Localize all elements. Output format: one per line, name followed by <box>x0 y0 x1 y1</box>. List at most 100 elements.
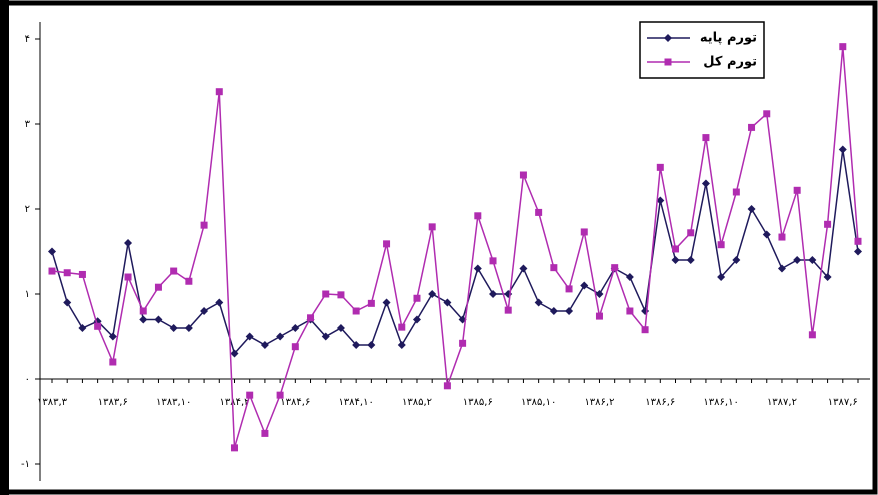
point <box>397 341 406 349</box>
point <box>550 264 558 272</box>
point <box>245 332 254 341</box>
point <box>549 307 558 315</box>
x-tick-label: ۱۳۸۴,۲ <box>219 397 249 408</box>
x-tick-label: ۱۳۸۳,۳ <box>37 397 68 408</box>
point <box>124 239 133 247</box>
point <box>276 391 284 399</box>
point <box>459 339 467 347</box>
point <box>808 331 816 339</box>
point <box>48 247 56 256</box>
point <box>611 264 619 272</box>
point <box>139 307 147 315</box>
point <box>413 294 421 302</box>
y-tick-label: ۱ <box>25 289 30 300</box>
point <box>854 247 862 256</box>
x-tick-label: ۱۳۸۶,۶ <box>645 397 675 408</box>
point <box>474 212 482 220</box>
point <box>78 324 87 332</box>
point <box>732 188 740 196</box>
x-tick-label: ۱۳۸۷,۶ <box>828 397 858 408</box>
point <box>702 134 710 142</box>
legend-marker <box>664 34 672 42</box>
legend: تورم پایه تورم کل <box>639 21 765 79</box>
point <box>519 264 528 273</box>
point <box>778 233 786 241</box>
x-tick-label: ۱۳۸۵,۱۰ <box>521 397 556 408</box>
point <box>139 315 148 324</box>
x-tick-label: ۱۳۸۷,۲ <box>767 397 797 408</box>
x-tick-label: ۱۳۸۶,۱۰ <box>703 397 738 408</box>
point <box>63 298 72 307</box>
point <box>291 324 300 332</box>
point <box>656 163 664 171</box>
point <box>580 281 589 290</box>
x-tick-label: ۱۳۸۳,۱۰ <box>156 397 191 408</box>
point <box>276 332 285 341</box>
point <box>823 273 832 281</box>
point <box>200 221 208 229</box>
point <box>854 237 862 245</box>
point <box>154 315 163 324</box>
point <box>838 145 847 154</box>
point <box>717 273 726 281</box>
point <box>565 285 573 293</box>
point <box>717 241 725 249</box>
point <box>534 298 543 307</box>
point <box>48 267 56 275</box>
point <box>94 322 102 330</box>
point <box>443 382 451 390</box>
point <box>595 290 604 298</box>
point <box>352 341 361 349</box>
x-tick-label: ۱۳۸۳,۶ <box>98 397 128 408</box>
point <box>352 307 360 315</box>
point <box>291 343 299 351</box>
legend-label: تورم پایه <box>700 31 757 46</box>
point <box>793 186 801 194</box>
point <box>170 267 178 275</box>
point <box>230 444 238 452</box>
point <box>169 324 178 332</box>
point <box>565 307 574 315</box>
point <box>580 228 588 236</box>
point <box>504 290 513 298</box>
point <box>473 264 482 273</box>
x-tick-label: ۱۳۸۴,۱۰ <box>338 397 373 408</box>
point <box>504 306 512 314</box>
point <box>185 277 193 285</box>
point <box>762 230 771 239</box>
y-tick-label: ۴ <box>25 34 30 45</box>
x-tick-label: ۱۳۸۵,۲ <box>402 397 432 408</box>
point <box>382 298 391 307</box>
point <box>200 307 209 315</box>
point <box>595 312 603 320</box>
point <box>215 88 223 96</box>
frame-edge <box>0 0 9 495</box>
x-tick-label: ۱۳۸۶,۲ <box>584 397 614 408</box>
point <box>215 298 224 307</box>
point <box>656 196 665 205</box>
point <box>793 256 802 264</box>
point <box>337 291 345 299</box>
x-tick-label: ۱۳۸۵,۶ <box>463 397 493 408</box>
point <box>747 205 756 213</box>
point <box>336 324 345 332</box>
y-tick-label: ۲ <box>25 204 30 215</box>
point <box>321 332 330 341</box>
point <box>428 223 436 231</box>
point <box>383 240 391 248</box>
point <box>108 332 117 341</box>
point <box>732 256 741 264</box>
point <box>672 245 680 253</box>
y-tick-label: ۰ <box>25 374 30 385</box>
point <box>808 256 817 264</box>
point <box>489 257 497 265</box>
point <box>839 43 847 51</box>
legend-box <box>639 21 765 79</box>
point <box>230 349 239 358</box>
point <box>184 324 193 332</box>
point <box>322 290 330 298</box>
point <box>367 299 375 307</box>
point <box>307 314 315 322</box>
